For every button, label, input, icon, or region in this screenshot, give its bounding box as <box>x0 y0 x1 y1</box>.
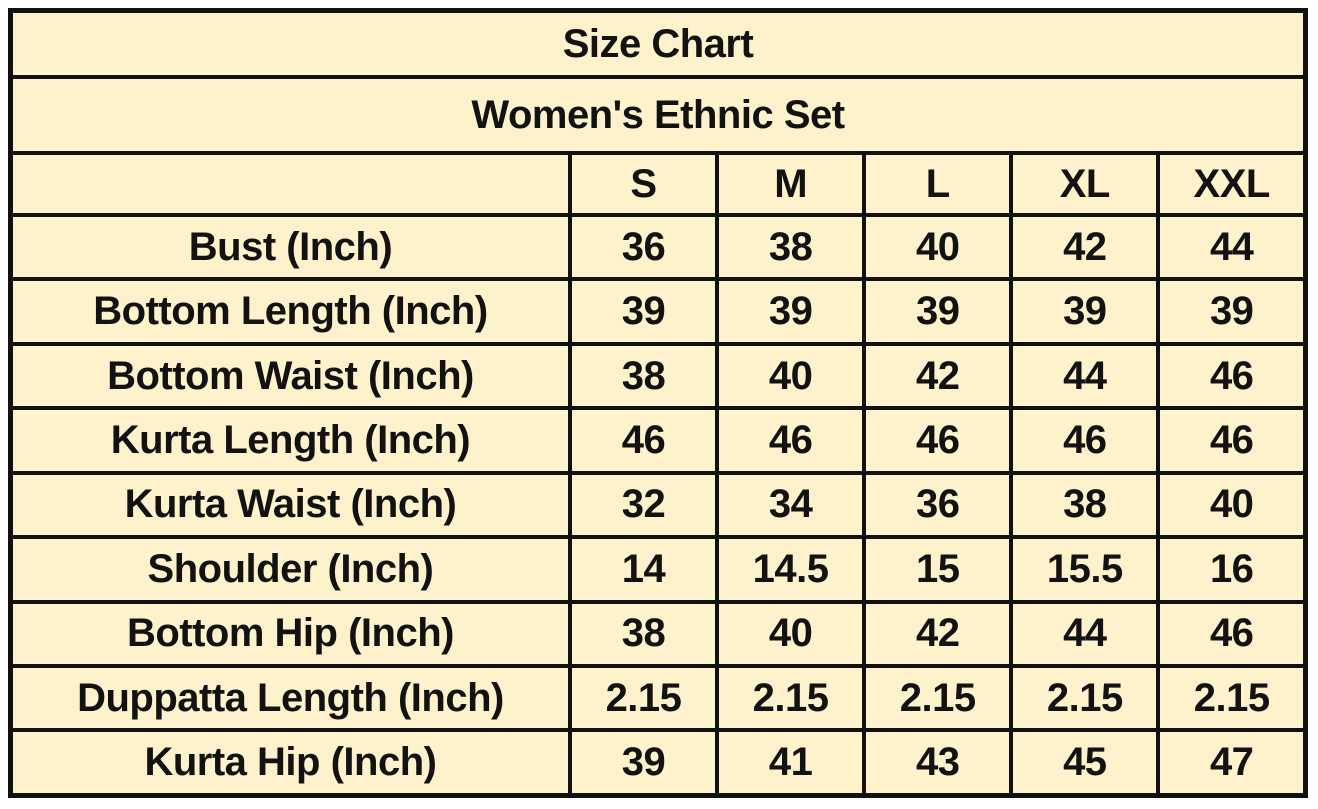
value-cell: 39 <box>567 728 720 798</box>
value-cell: 44 <box>1156 212 1308 282</box>
row-label-cell: Shoulder (Inch) <box>8 535 572 604</box>
value-cell: 38 <box>567 599 720 668</box>
table-row: Bottom Waist (Inch) 38 40 42 44 46 <box>8 341 1308 411</box>
row-label-cell: Bottom Length (Inch) <box>8 277 572 346</box>
value-cell: 46 <box>1156 406 1308 475</box>
row-label-cell: Duppatta Length (Inch) <box>8 663 572 733</box>
chart-title: Size Chart <box>8 8 1308 79</box>
row-label-cell: Bust (Inch) <box>8 212 572 282</box>
value-cell: 46 <box>862 406 1014 475</box>
row-label-cell: Bottom Hip (Inch) <box>8 599 572 668</box>
value-cell: 38 <box>715 212 867 282</box>
value-cell: 39 <box>715 277 867 346</box>
value-cell: 15 <box>862 535 1014 604</box>
value-cell: 2.15 <box>715 663 867 733</box>
value-cell: 42 <box>1009 212 1161 282</box>
table-row: Bust (Inch) 36 38 40 42 44 <box>8 212 1308 282</box>
table-row: Kurta Length (Inch) 46 46 46 46 46 <box>8 406 1308 475</box>
value-cell: 40 <box>862 212 1014 282</box>
size-chart-table-body: Size Chart Women's Ethnic Set S M L XL XXL Bu… <box>8 8 1308 798</box>
row-label-cell: Bottom Waist (Inch) <box>8 341 572 411</box>
corner-cell <box>8 151 572 217</box>
value-cell: 14 <box>567 535 720 604</box>
value-cell: 2.15 <box>1009 663 1161 733</box>
table-row: Kurta Hip (Inch) 39 41 43 45 47 <box>8 728 1308 798</box>
value-cell: 39 <box>862 277 1014 346</box>
table-row: Duppatta Length (Inch) 2.15 2.15 2.15 2.15 2.… <box>8 663 1308 733</box>
value-cell: 40 <box>715 341 867 411</box>
table-row: Bottom Length (Inch) 39 39 39 39 39 <box>8 277 1308 346</box>
title-row: Size Chart <box>8 8 1308 79</box>
value-cell: 42 <box>862 341 1014 411</box>
table-row: Kurta Waist (Inch) 32 34 36 38 40 <box>8 470 1308 540</box>
column-header-row: S M L XL XXL <box>8 151 1308 217</box>
value-cell: 46 <box>1009 406 1161 475</box>
chart-subtitle: Women's Ethnic Set <box>8 75 1308 155</box>
value-cell: 46 <box>715 406 867 475</box>
column-header-cell: XXL <box>1156 151 1308 217</box>
value-cell: 38 <box>567 341 720 411</box>
row-label-cell: Kurta Hip (Inch) <box>8 728 572 798</box>
value-cell: 46 <box>1156 599 1308 668</box>
row-label-cell: Kurta Length (Inch) <box>8 406 572 475</box>
column-header-cell: L <box>862 151 1014 217</box>
value-cell: 2.15 <box>567 663 720 733</box>
value-cell: 36 <box>862 470 1014 540</box>
value-cell: 2.15 <box>1156 663 1308 733</box>
value-cell: 14.5 <box>715 535 867 604</box>
value-cell: 36 <box>567 212 720 282</box>
value-cell: 15.5 <box>1009 535 1161 604</box>
column-header-cell: XL <box>1009 151 1161 217</box>
value-cell: 45 <box>1009 728 1161 798</box>
column-header-cell: S <box>567 151 720 217</box>
value-cell: 41 <box>715 728 867 798</box>
value-cell: 46 <box>1156 341 1308 411</box>
value-cell: 38 <box>1009 470 1161 540</box>
value-cell: 39 <box>1156 277 1308 346</box>
subtitle-row: Women's Ethnic Set <box>8 75 1308 155</box>
value-cell: 43 <box>862 728 1014 798</box>
table-row: Shoulder (Inch) 14 14.5 15 15.5 16 <box>8 535 1308 604</box>
value-cell: 2.15 <box>862 663 1014 733</box>
value-cell: 16 <box>1156 535 1308 604</box>
value-cell: 44 <box>1009 341 1161 411</box>
value-cell: 44 <box>1009 599 1161 668</box>
column-header-cell: M <box>715 151 867 217</box>
value-cell: 39 <box>1009 277 1161 346</box>
value-cell: 32 <box>567 470 720 540</box>
value-cell: 34 <box>715 470 867 540</box>
size-chart-table: Size Chart Women's Ethnic Set S M L XL XXL Bu… <box>8 8 1308 798</box>
value-cell: 40 <box>1156 470 1308 540</box>
table-row: Bottom Hip (Inch) 38 40 42 44 46 <box>8 599 1308 668</box>
value-cell: 39 <box>567 277 720 346</box>
value-cell: 40 <box>715 599 867 668</box>
value-cell: 42 <box>862 599 1014 668</box>
value-cell: 46 <box>567 406 720 475</box>
row-label-cell: Kurta Waist (Inch) <box>8 470 572 540</box>
value-cell: 47 <box>1156 728 1308 798</box>
